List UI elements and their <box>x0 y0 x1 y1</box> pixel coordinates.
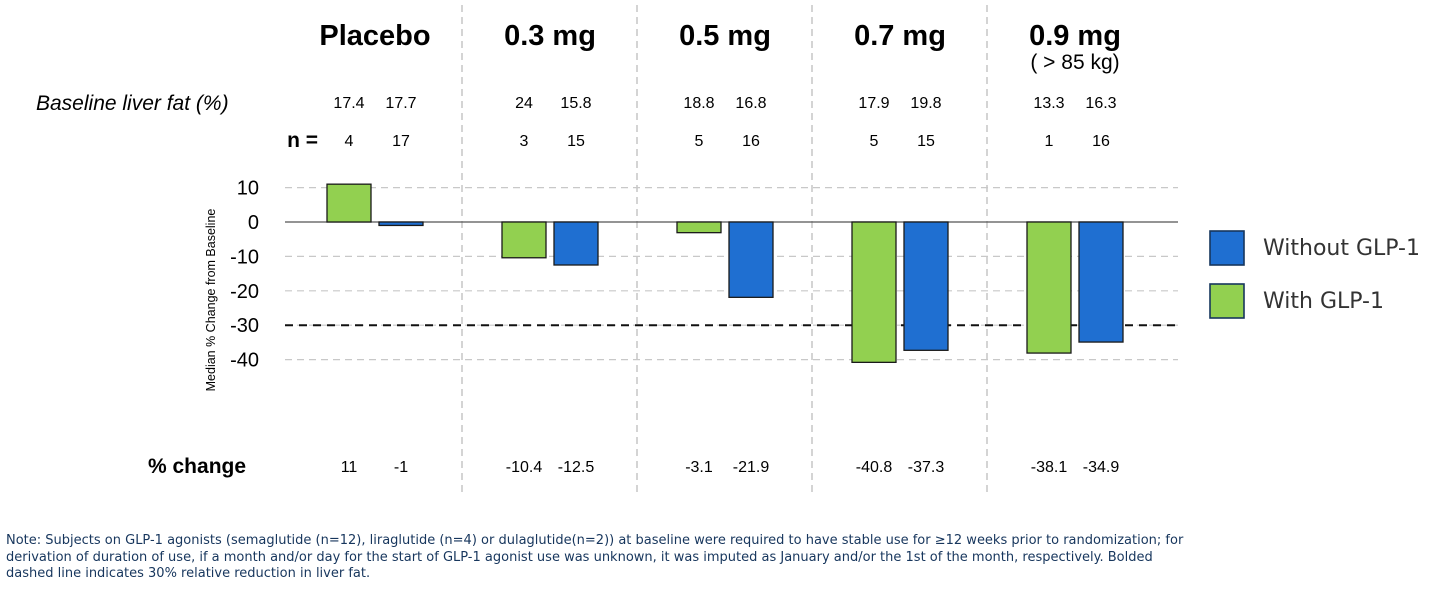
n-value: 4 <box>345 133 354 150</box>
bar-without-glp1 <box>553 221 599 266</box>
y-tick-label: -40 <box>230 350 259 372</box>
n-value: 5 <box>695 133 704 150</box>
bar-with-glp1 <box>1026 221 1072 354</box>
pct-change-value: -12.5 <box>558 459 595 476</box>
baseline-value: 24 <box>515 95 533 112</box>
chart: 10 0 -10 -20 -30 -40 Median % Change from Base… <box>36 5 1420 492</box>
footnote: Note: Subjects on GLP-1 agonists (semagl… <box>6 533 1421 583</box>
baseline-value: 16.3 <box>1085 95 1116 112</box>
baseline-row-label: Baseline liver fat (%) <box>36 92 229 115</box>
pct-change-value: -10.4 <box>506 459 543 476</box>
dose-group-label: 0.9 mg <box>1029 20 1121 52</box>
legend-swatch <box>1209 230 1245 266</box>
y-tick-label: -20 <box>230 281 259 303</box>
pct-change-value: -3.1 <box>685 459 713 476</box>
pct-change-value: -38.1 <box>1031 459 1068 476</box>
dose-group-label: 0.3 mg <box>504 20 596 52</box>
baseline-value: 17.7 <box>385 95 416 112</box>
y-axis-label: Median % Change from Baseline <box>204 209 218 392</box>
n-value: 1 <box>1045 133 1054 150</box>
n-value: 3 <box>520 133 529 150</box>
footnote-line: Note: Subjects on GLP-1 agonists (semagl… <box>6 533 1184 548</box>
bar-with-glp1 <box>851 221 897 364</box>
baseline-value: 13.3 <box>1033 95 1064 112</box>
pct-change-value: -37.3 <box>908 459 945 476</box>
bar-without-glp1 <box>378 221 424 227</box>
y-tick-label: -10 <box>230 246 259 268</box>
baseline-value: 18.8 <box>683 95 714 112</box>
baseline-value: 19.8 <box>910 95 941 112</box>
bar-without-glp1 <box>1078 221 1124 343</box>
n-row-label: n = <box>287 129 318 152</box>
bar-with-glp1 <box>501 221 547 259</box>
bar-with-glp1 <box>676 221 722 234</box>
baseline-value: 16.8 <box>735 95 766 112</box>
footnote-line: derivation of duration of use, if a mont… <box>6 549 1153 565</box>
bar-with-glp1 <box>326 183 372 223</box>
y-tick-label: 0 <box>248 212 259 234</box>
legend: Without GLP-1 With GLP-1 <box>1209 230 1420 319</box>
text-layer: 10 0 -10 -20 -30 -40 Median % Change from Base… <box>36 20 1121 478</box>
legend-swatch <box>1209 283 1245 319</box>
pct-change-value: -34.9 <box>1083 459 1120 476</box>
y-tick-label: 10 <box>237 178 259 200</box>
n-value: 15 <box>567 133 585 150</box>
pct-change-value: 11 <box>341 459 358 476</box>
pct-change-value: -21.9 <box>733 459 770 476</box>
dose-group-label: Placebo <box>319 20 430 52</box>
footnote-line: dashed line indicates 30% relative reduc… <box>6 566 371 581</box>
pct-row-label: % change <box>148 455 246 478</box>
bars-layer <box>326 183 1124 364</box>
n-value: 15 <box>917 133 935 150</box>
pct-change-value: -1 <box>394 459 408 476</box>
dose-group-label: 0.5 mg <box>679 20 771 52</box>
n-value: 16 <box>742 133 760 150</box>
dose-group-sublabel: ( > 85 kg) <box>1030 51 1119 74</box>
n-value: 16 <box>1092 133 1110 150</box>
n-value: 5 <box>870 133 879 150</box>
bar-without-glp1 <box>903 221 949 351</box>
legend-label: Without GLP-1 <box>1263 236 1420 261</box>
y-tick-label: -30 <box>230 315 259 337</box>
baseline-value: 17.9 <box>858 95 889 112</box>
dose-group-label: 0.7 mg <box>854 20 946 52</box>
baseline-value: 15.8 <box>560 95 591 112</box>
legend-label: With GLP-1 <box>1263 289 1384 314</box>
baseline-value: 17.4 <box>333 95 364 112</box>
n-value: 17 <box>392 133 410 150</box>
pct-change-value: -40.8 <box>856 459 893 476</box>
bar-without-glp1 <box>728 221 774 298</box>
